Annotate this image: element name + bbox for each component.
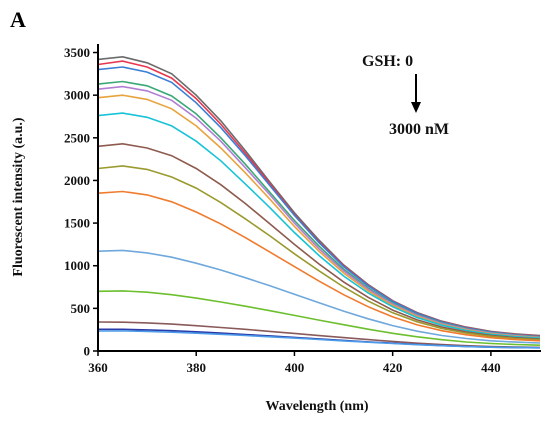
series-line-4 xyxy=(97,80,541,338)
series-line-8 xyxy=(97,142,541,340)
y-tick-label: 1500 xyxy=(64,216,90,231)
series-line-15 xyxy=(97,330,541,349)
annotation-start: GSH: 0 xyxy=(362,53,413,70)
y-tick-label: 2000 xyxy=(64,173,90,188)
y-tick-label: 1000 xyxy=(64,258,90,273)
series-line-6 xyxy=(97,94,541,339)
y-tick-label: 3500 xyxy=(64,45,90,60)
y-ticks: 0 500 1000 1500 2000 2500 3000 3500 xyxy=(64,45,98,359)
panel-label: A xyxy=(10,7,26,32)
y-axis-title: Fluorescent intensity (a.u.) xyxy=(11,117,26,277)
series-line-3 xyxy=(97,66,541,338)
series-line-9 xyxy=(97,165,541,341)
y-tick-label: 3000 xyxy=(64,88,90,103)
series-group xyxy=(97,55,541,349)
x-ticks: 360 380 400 420 440 xyxy=(88,351,501,375)
series-line-5 xyxy=(97,85,541,339)
series-line-11 xyxy=(97,249,541,344)
axes xyxy=(97,44,541,352)
x-tick-label: 440 xyxy=(481,360,501,375)
annotation-end: 3000 nM xyxy=(389,121,449,138)
x-tick-label: 360 xyxy=(88,360,108,375)
series-line-7 xyxy=(97,112,541,339)
y-tick-label: 0 xyxy=(84,344,91,359)
y-tick-label: 500 xyxy=(71,301,91,316)
x-tick-label: 420 xyxy=(383,360,403,375)
series-line-2 xyxy=(97,60,541,337)
series-line-12 xyxy=(97,290,541,346)
x-tick-label: 380 xyxy=(186,360,206,375)
y-tick-label: 2500 xyxy=(64,130,90,145)
x-axis-title: Wavelength (nm) xyxy=(265,399,368,414)
series-line-10 xyxy=(97,190,541,342)
x-tick-label: 400 xyxy=(285,360,305,375)
down-arrow-icon xyxy=(411,74,421,113)
